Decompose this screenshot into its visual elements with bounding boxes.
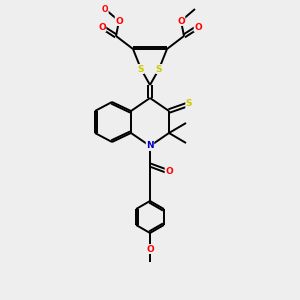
Text: S: S [138,64,144,74]
Text: O: O [98,22,106,32]
Text: N: N [146,142,154,151]
Text: O: O [115,16,123,26]
Text: O: O [146,244,154,253]
Text: O: O [165,167,173,176]
Text: O: O [102,4,108,14]
Text: O: O [194,22,202,32]
Text: S: S [186,100,192,109]
Text: O: O [177,16,185,26]
Text: S: S [156,64,162,74]
